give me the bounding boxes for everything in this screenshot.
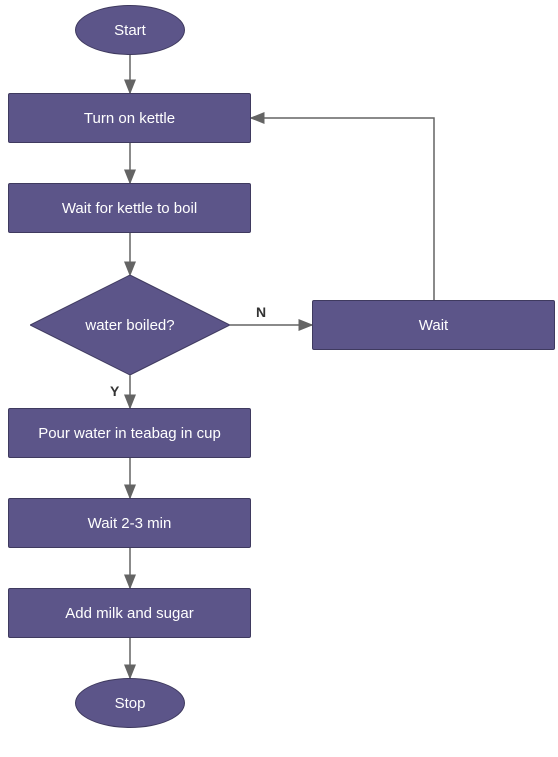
node-stop: Stop: [75, 678, 185, 728]
node-pour: Pour water in teabag in cup: [8, 408, 251, 458]
node-boil: Wait for kettle to boil: [8, 183, 251, 233]
edge-label-decide-pour: Y: [110, 383, 119, 399]
node-wait: Wait: [312, 300, 555, 350]
node-label-decide: water boiled?: [30, 275, 230, 375]
node-start: Start: [75, 5, 185, 55]
node-wait23: Wait 2-3 min: [8, 498, 251, 548]
node-milk: Add milk and sugar: [8, 588, 251, 638]
node-decide: water boiled?: [30, 275, 230, 375]
node-kettle: Turn on kettle: [8, 93, 251, 143]
edge-wait-kettle: [251, 118, 434, 300]
edge-label-decide-wait: N: [256, 304, 266, 320]
